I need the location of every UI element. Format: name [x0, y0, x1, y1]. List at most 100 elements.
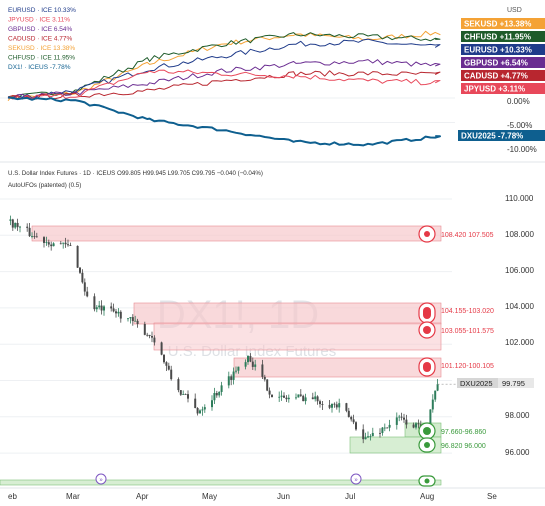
candle[interactable] — [52, 242, 55, 247]
comparison-line-sekusd[interactable] — [7, 30, 441, 102]
candle[interactable] — [211, 395, 213, 411]
zone-marker-demand-2[interactable] — [418, 437, 436, 453]
candle[interactable] — [35, 232, 38, 238]
candle[interactable] — [218, 391, 221, 398]
zone-supply-4[interactable] — [233, 357, 442, 378]
candle[interactable] — [100, 300, 103, 315]
legend-item-chfusd[interactable]: CHFUSD · ICE 11.95% — [8, 55, 75, 62]
candle[interactable] — [415, 422, 417, 430]
candle[interactable] — [386, 427, 389, 429]
candle[interactable] — [179, 390, 182, 396]
tag-cadusd[interactable]: CADUSD +4.77% — [461, 70, 545, 81]
candle[interactable] — [398, 414, 401, 422]
candle[interactable] — [143, 321, 146, 336]
candle[interactable] — [163, 354, 165, 364]
candle[interactable] — [16, 218, 19, 231]
candle[interactable] — [328, 399, 331, 410]
symbol-title[interactable]: U.S. Dollar Index Futures · 1D · ICEUS O… — [8, 170, 263, 177]
candle[interactable] — [247, 355, 249, 365]
candle[interactable] — [165, 361, 168, 372]
candle[interactable] — [79, 267, 81, 274]
legend-item-jpyusd[interactable]: JPYUSD · ICE 3.11% — [8, 17, 70, 24]
candle[interactable] — [47, 239, 50, 248]
candle[interactable] — [295, 393, 297, 400]
candle[interactable] — [81, 269, 84, 284]
candle[interactable] — [14, 222, 17, 230]
candle[interactable] — [355, 421, 357, 431]
candle[interactable] — [237, 366, 240, 374]
candle[interactable] — [184, 393, 187, 395]
comparison-line-eurusd[interactable] — [7, 38, 441, 99]
candle[interactable] — [331, 403, 333, 413]
candle[interactable] — [93, 293, 96, 312]
candle[interactable] — [388, 419, 391, 432]
candle[interactable] — [182, 390, 185, 395]
candle[interactable] — [314, 391, 317, 402]
zone-marker-supply-3[interactable] — [418, 321, 436, 339]
candle[interactable] — [153, 335, 156, 346]
zone-demand-2[interactable] — [349, 436, 442, 454]
comparison-line-dx1[interactable] — [7, 96, 441, 147]
candle[interactable] — [199, 409, 201, 414]
zone-marker-demand-1[interactable] — [418, 422, 436, 440]
tag-dxu2025[interactable]: DXU2025 -7.78% — [458, 130, 545, 141]
candle[interactable] — [167, 362, 170, 371]
candle[interactable] — [19, 225, 21, 233]
legend-item-sekusd[interactable]: SEKUSD · ICE 13.38% — [8, 45, 75, 52]
candle[interactable] — [400, 412, 403, 421]
candle[interactable] — [311, 392, 314, 400]
candle[interactable] — [431, 394, 434, 413]
tag-jpyusd[interactable]: JPYUSD +3.11% — [461, 83, 545, 94]
candle[interactable] — [280, 390, 283, 401]
candle[interactable] — [59, 240, 62, 245]
candle[interactable] — [9, 215, 12, 226]
candle[interactable] — [119, 310, 122, 323]
legend-item-cadusd[interactable]: CADUSD · ICE 4.77% — [8, 36, 73, 43]
candle[interactable] — [283, 392, 285, 399]
candle[interactable] — [170, 365, 173, 381]
comparison-line-jpyusd[interactable] — [7, 69, 441, 100]
candle[interactable] — [268, 387, 271, 399]
legend-item-gbpusd[interactable]: GBPUSD · ICE 6.54% — [8, 26, 73, 33]
candle[interactable] — [335, 401, 338, 410]
candle[interactable] — [213, 387, 216, 405]
candle[interactable] — [436, 379, 439, 392]
candle[interactable] — [299, 389, 302, 397]
candle[interactable] — [110, 302, 113, 312]
indicator-label[interactable]: AutoUFOs (patented) (0.5) — [8, 182, 81, 189]
candle[interactable] — [316, 395, 319, 405]
candle[interactable] — [347, 407, 350, 418]
candle[interactable] — [151, 331, 153, 343]
candle[interactable] — [203, 404, 206, 413]
candle[interactable] — [62, 242, 65, 249]
candle[interactable] — [230, 374, 233, 386]
candle[interactable] — [297, 394, 300, 398]
candle[interactable] — [364, 432, 367, 440]
candle[interactable] — [417, 419, 420, 429]
candle[interactable] — [345, 402, 348, 413]
candle[interactable] — [31, 232, 33, 239]
candle[interactable] — [26, 223, 29, 232]
candle[interactable] — [131, 314, 134, 326]
candle[interactable] — [367, 431, 369, 439]
candle[interactable] — [129, 317, 132, 324]
candle[interactable] — [146, 332, 149, 337]
candle[interactable] — [194, 393, 197, 409]
candle[interactable] — [434, 390, 437, 402]
candle[interactable] — [304, 393, 307, 405]
tag-gbpusd[interactable]: GBPUSD +6.54% — [461, 57, 545, 68]
candle[interactable] — [261, 359, 264, 379]
last-price-tag[interactable]: DXU2025 99.795 — [457, 378, 534, 388]
candle[interactable] — [50, 241, 53, 251]
candle[interactable] — [379, 428, 381, 438]
candle[interactable] — [160, 341, 163, 356]
candle[interactable] — [45, 236, 48, 246]
candle[interactable] — [403, 413, 405, 423]
candle[interactable] — [285, 395, 288, 403]
candle[interactable] — [333, 402, 336, 408]
candle[interactable] — [103, 305, 105, 316]
candle[interactable] — [319, 399, 321, 408]
comparison-line-cadusd[interactable] — [7, 70, 441, 100]
zone-marker-supply-1[interactable] — [418, 225, 436, 243]
candle[interactable] — [302, 394, 305, 402]
